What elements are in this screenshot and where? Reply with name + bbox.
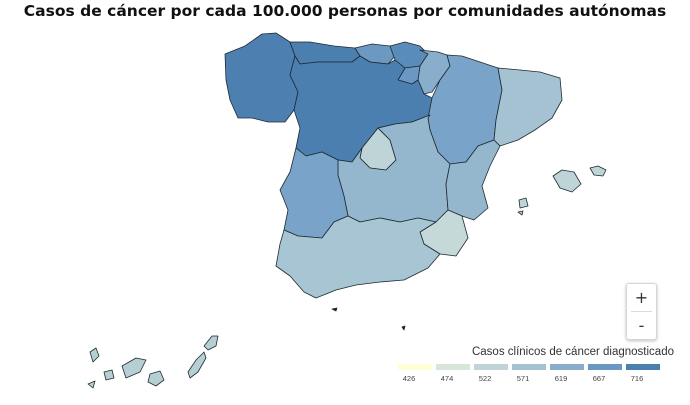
map-title: Casos de cáncer por cada 100.000 persona…: [23, 2, 667, 20]
legend-bin: 426: [398, 364, 432, 383]
legend-label: 619: [554, 374, 568, 383]
region-baleares-ibiza[interactable]: [518, 197, 529, 209]
legend-swatch: [474, 364, 508, 370]
legend-label: 474: [440, 374, 454, 383]
region-canarias-la-palma[interactable]: [89, 347, 100, 363]
legend-title: Casos clínicos de cáncer diagnosticado: [471, 346, 674, 358]
legend-swatch: [588, 364, 622, 370]
legend-label: 522: [478, 374, 492, 383]
legend-bin: 667: [588, 364, 622, 383]
region-navarra[interactable]: [417, 49, 451, 95]
region-melilla[interactable]: [401, 325, 406, 331]
region-ceuta[interactable]: [331, 307, 338, 312]
region-canarias-lanzarote[interactable]: [203, 335, 219, 351]
legend-bin: 474: [436, 364, 470, 383]
legend-swatch: [512, 364, 546, 370]
legend-swatch: [398, 364, 432, 370]
region-canarias-gran-canaria[interactable]: [147, 370, 165, 387]
region-baleares-menorca[interactable]: [589, 165, 607, 177]
region-valencia[interactable]: [445, 139, 501, 221]
region-galicia[interactable]: [224, 32, 299, 123]
zoom-out-button[interactable]: -: [627, 312, 656, 339]
region-canarias-fuerteventura[interactable]: [187, 351, 207, 379]
legend-swatch: [550, 364, 584, 370]
region-canarias-la-gomera[interactable]: [103, 369, 115, 381]
region-canarias-el-hierro[interactable]: [87, 380, 96, 389]
legend-bin: 716: [626, 364, 660, 383]
region-baleares-formentera[interactable]: [517, 210, 524, 216]
region-andalucia[interactable]: [275, 215, 441, 299]
legend-bin: 522: [474, 364, 508, 383]
legend-bin: 619: [550, 364, 584, 383]
legend-swatch: [626, 364, 660, 370]
region-baleares-mallorca[interactable]: [552, 169, 582, 193]
legend-label: 571: [516, 374, 530, 383]
region-asturias[interactable]: [289, 41, 361, 65]
legend-bins: 426 474 522 571 619 667 716: [398, 364, 674, 386]
region-cataluna[interactable]: [493, 67, 563, 147]
legend-bin: 571: [512, 364, 546, 383]
zoom-in-button[interactable]: +: [627, 284, 656, 311]
legend-label: 426: [402, 374, 416, 383]
legend-label: 667: [592, 374, 606, 383]
legend-label: 716: [630, 374, 644, 383]
legend-swatch: [436, 364, 470, 370]
zoom-divider: [631, 311, 652, 312]
region-canarias-tenerife[interactable]: [121, 357, 147, 379]
zoom-control: + -: [626, 283, 657, 340]
legend: Casos clínicos de cáncer diagnosticado 4…: [398, 346, 674, 386]
